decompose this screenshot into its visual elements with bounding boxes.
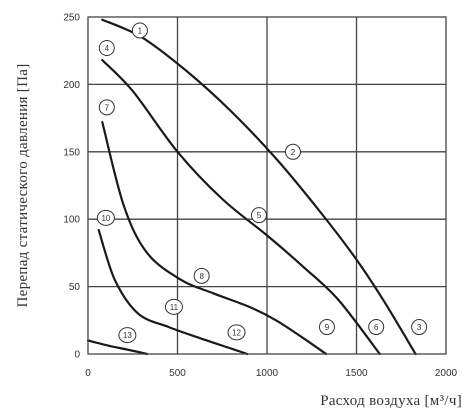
curve-number-circle <box>96 209 115 226</box>
curve-number-text: 8 <box>199 272 204 281</box>
performance-curve <box>101 59 381 356</box>
curve-number-circle <box>250 207 267 224</box>
curve-number-label: 11 <box>164 298 183 315</box>
curve-number-label: 13 <box>118 327 137 344</box>
curve-number-circle <box>318 319 335 336</box>
curve-number-label: 6 <box>368 319 385 336</box>
curve-number-text: 10 <box>101 214 110 223</box>
curve-number-label: 4 <box>98 40 115 57</box>
y-tick-label: 0 <box>74 350 80 361</box>
curve-number-text: 4 <box>105 44 110 53</box>
curve-number-text: 3 <box>417 323 422 332</box>
curve-number-circle <box>284 143 301 160</box>
y-tick-label: 150 <box>63 147 80 158</box>
curve-number-label: 3 <box>411 319 428 336</box>
tick-labels: 0 500 1000 1500 2000 0 50 100 150 200 250 <box>63 13 457 380</box>
curve-number-text: 13 <box>123 331 132 340</box>
curve-number-text: 12 <box>232 328 241 337</box>
curve-number-circle <box>131 22 148 39</box>
curve-number-label: 2 <box>284 143 301 160</box>
x-tick-label: 0 <box>85 368 91 379</box>
curve-number-label: 1 <box>131 22 148 39</box>
performance-curve <box>101 121 328 356</box>
y-tick-label: 50 <box>69 282 81 293</box>
curve-number-circle <box>98 40 115 57</box>
curve-number-label: 5 <box>250 207 267 224</box>
curve-number-text: 6 <box>374 323 379 332</box>
x-tick-label: 500 <box>169 368 186 379</box>
curve-number-circle <box>98 99 115 116</box>
x-tick-label: 2000 <box>435 368 458 379</box>
curve-number-text: 1 <box>138 26 143 35</box>
performance-curve <box>97 228 249 356</box>
y-axis-title: Перепад статического давления [Па] <box>15 64 31 308</box>
curve-number-circle <box>411 319 428 336</box>
plot-frame <box>87 16 447 355</box>
curve-number-label: 10 <box>96 209 115 226</box>
y-tick-label: 200 <box>63 80 80 91</box>
curve-number-text: 5 <box>257 211 262 220</box>
curve-number-circle <box>118 327 137 344</box>
curve-number-text: 2 <box>291 148 296 157</box>
curve-number-text: 9 <box>325 323 330 332</box>
curve-number-circle <box>227 324 246 341</box>
x-tick-label: 1000 <box>256 368 279 379</box>
curves <box>86 18 417 356</box>
curve-number-label: 12 <box>227 324 246 341</box>
curve-number-text: 11 <box>170 303 179 312</box>
performance-curve <box>86 339 149 356</box>
y-tick-label: 250 <box>63 13 80 24</box>
curve-number-circle <box>368 319 385 336</box>
x-axis-title: Расход воздуха [м³/ч] <box>320 393 462 409</box>
y-tick-label: 100 <box>63 215 80 226</box>
curve-number-label: 9 <box>318 319 335 336</box>
x-tick-label: 1500 <box>345 368 368 379</box>
grid <box>88 17 446 354</box>
performance-curve <box>101 18 417 356</box>
curve-number-circle <box>164 298 183 315</box>
curve-number-label: 8 <box>193 267 210 284</box>
curve-number-circle <box>193 267 210 284</box>
curve-number-label: 7 <box>98 99 115 116</box>
curve-number-text: 7 <box>105 103 110 112</box>
